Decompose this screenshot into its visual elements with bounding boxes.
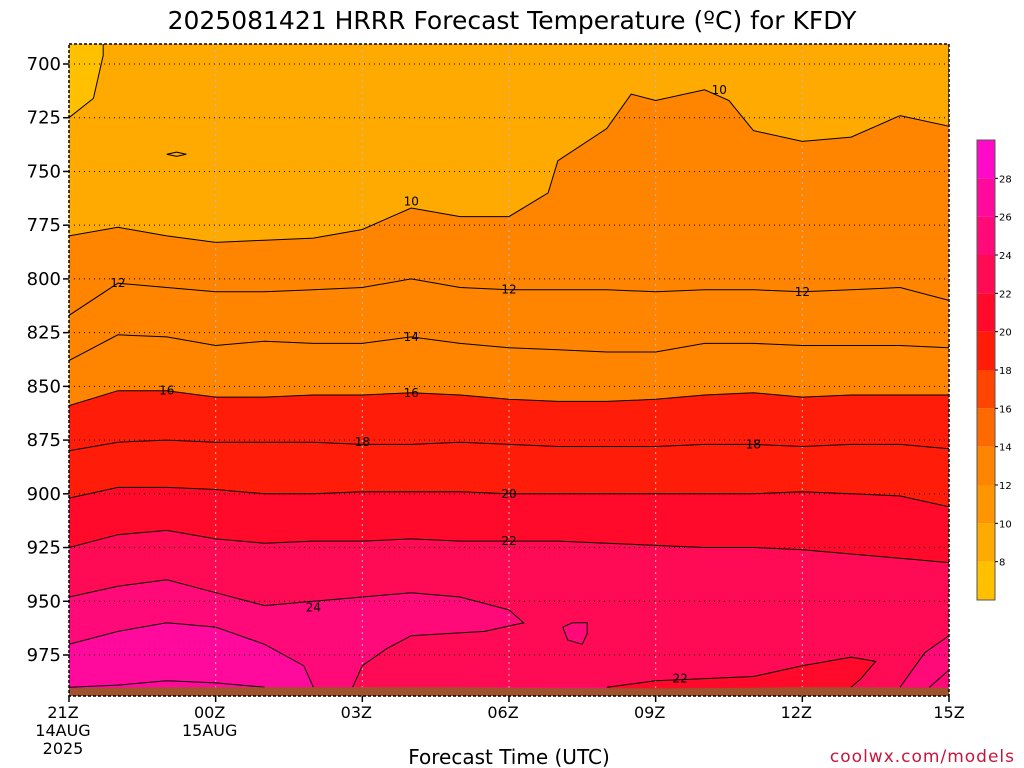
ground-fill (69, 687, 949, 696)
colorbar-label-10: 10 (999, 519, 1012, 530)
xtick-label-0-1: 14AUG (35, 721, 90, 740)
contour-label-18-11: 18 (746, 437, 761, 451)
colorbar-seg-1 (977, 523, 995, 562)
fill-pocket-16 (562, 622, 588, 645)
contour-24-20 (929, 669, 949, 688)
contour-lines (69, 44, 949, 688)
colorbar-seg-4 (977, 408, 995, 447)
contour-label-10-1: 10 (404, 195, 419, 209)
ytick-label-800: 800 (27, 269, 61, 290)
x-axis-label: Forecast Time (UTC) (408, 745, 610, 768)
colorbar-seg-7 (977, 293, 995, 332)
colorbar-seg-2 (977, 485, 995, 524)
contour-label-12-4: 12 (110, 276, 125, 290)
contour-16-8 (69, 390, 949, 407)
contour-24-16 (562, 622, 588, 645)
ytick-label-950: 950 (27, 591, 61, 612)
contour-18-10 (69, 439, 949, 452)
ground-surface (69, 687, 949, 696)
colorbar-label-22: 22 (999, 289, 1012, 300)
contour-label-16-9: 16 (404, 386, 419, 400)
colorbar-seg-9 (977, 216, 995, 255)
fill-pocket-18 (606, 657, 876, 696)
contour-24-19 (899, 635, 949, 688)
colorbar-label-14: 14 (999, 443, 1012, 454)
fill-band-7 (69, 44, 104, 118)
ytick-label-825: 825 (27, 323, 61, 344)
chart-title: 2025081421 HRRR Forecast Temperature (ºC… (168, 6, 858, 35)
colorbar-label-8: 8 (999, 558, 1005, 569)
colorbar: 8 10 12 14 16 18 20 22 24 26 28 (976, 139, 1012, 601)
xtick-label-12-0: 09Z (634, 703, 665, 722)
contour-labels: 10 10 12 12 12 14 16 16 18 18 20 22 24 22 (110, 83, 810, 686)
colorbar-label-20: 20 (999, 328, 1012, 339)
contour-label-20-12: 20 (501, 487, 516, 501)
xtick-label-3-0: 00Z (194, 703, 225, 722)
contour-20-12 (69, 486, 949, 508)
ytick-label-975: 975 (27, 645, 61, 666)
contour-22-13 (69, 529, 949, 564)
credit-text: coolwx.com/models (830, 747, 1015, 767)
ytick-label-900: 900 (27, 484, 61, 505)
ytick-label-925: 925 (27, 538, 61, 559)
contour-label-10-3: 10 (712, 83, 727, 97)
ytick-label-850: 850 (27, 376, 61, 397)
ytick-label-875: 875 (27, 430, 61, 451)
contour-label-22-13: 22 (501, 534, 516, 548)
contour-label-12-6: 12 (795, 285, 810, 299)
contour-label-14-7: 14 (404, 330, 419, 344)
colorbar-label-26: 26 (999, 213, 1012, 224)
contour-label-18-10: 18 (355, 435, 370, 449)
plot-area: 10 10 12 12 12 14 16 16 18 18 20 22 24 22 (69, 44, 949, 696)
contour-label-12-5: 12 (501, 283, 516, 297)
grid-lines (69, 44, 949, 696)
y-axis-ticks: 700 725 750 775 800 825 850 875 900 925 950 975 (27, 54, 69, 666)
xtick-label-0-0: 21Z (47, 703, 78, 722)
xtick-label-0-2: 2025 (43, 739, 84, 758)
contour-22-18 (606, 656, 877, 688)
contour-14-7 (69, 334, 949, 362)
contour-label-16-8: 16 (159, 384, 174, 398)
colorbar-seg-3 (977, 446, 995, 485)
colorbar-label-28: 28 (999, 174, 1012, 185)
colorbar-seg-0 (977, 561, 995, 600)
fill-band-9 (69, 44, 949, 243)
colorbar-label-16: 16 (999, 404, 1012, 415)
contour-10-2 (166, 151, 187, 157)
colorbar-seg-11 (977, 140, 995, 179)
contour-22-17 (69, 680, 265, 688)
colorbar-label-24: 24 (999, 251, 1012, 262)
xtick-label-6-0: 03Z (341, 703, 372, 722)
colorbar-label-18: 18 (999, 366, 1012, 377)
contour-12-4 (69, 278, 949, 316)
xtick-label-3-1: 15AUG (182, 721, 237, 740)
contour-24-14 (69, 579, 525, 688)
ytick-label-725: 725 (27, 108, 61, 129)
colorbar-label-12: 12 (999, 481, 1012, 492)
colorbar-seg-8 (977, 255, 995, 294)
xtick-label-9-0: 06Z (487, 703, 518, 722)
colorbar-seg-5 (977, 370, 995, 409)
ytick-label-700: 700 (27, 54, 61, 75)
colorbar-seg-6 (977, 331, 995, 370)
contour-label-24-14: 24 (306, 601, 321, 615)
xtick-label-15-0: 12Z (781, 703, 812, 722)
colorbar-seg-10 (977, 178, 995, 217)
contour-10-0 (69, 44, 104, 119)
contour-26-15 (69, 622, 314, 688)
xtick-label-18-0: 15Z (933, 703, 964, 722)
ytick-label-750: 750 (27, 161, 61, 182)
contour-label-22-18: 22 (672, 672, 687, 686)
ytick-label-775: 775 (27, 215, 61, 236)
contour-10-1 (69, 44, 949, 243)
